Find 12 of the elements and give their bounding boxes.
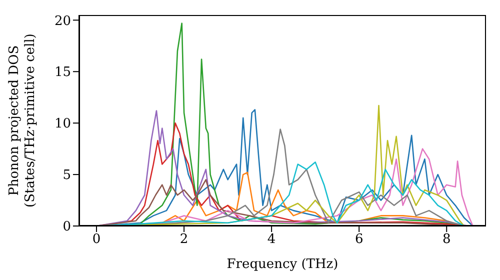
y-tick-label: 15 [54,65,71,80]
x-tick-label: 8 [442,232,451,248]
y-tick-label: 20 [54,14,71,29]
y-tick-label: 0 [62,220,71,235]
x-tick-label: 6 [354,232,364,248]
x-tick-label: 0 [92,232,101,248]
x-tick-label: 4 [267,232,276,248]
y-tick-label: 10 [54,116,71,132]
y-tick-label: 5 [62,168,71,184]
x-tick-label: 2 [180,232,188,248]
x-axis-title: Frequency (THz) [226,257,338,272]
y-axis-title: Phonon projected DOS (States/THz·primitive cell) [7,33,38,208]
